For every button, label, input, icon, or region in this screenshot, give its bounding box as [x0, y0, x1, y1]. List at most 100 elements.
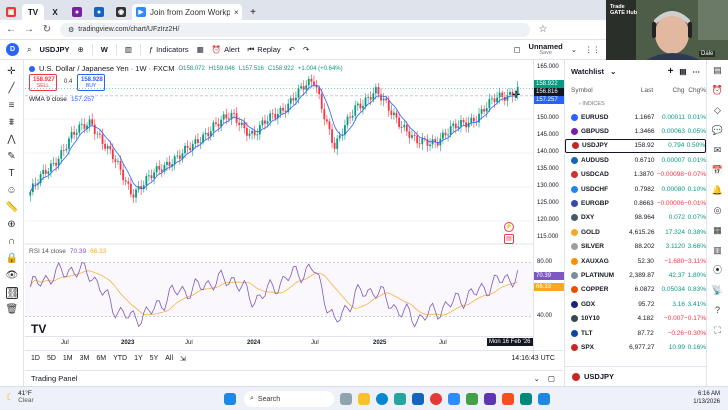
explorer-icon[interactable]	[358, 393, 370, 405]
watchlist-row[interactable]: XAUXAG 52.30 −1.680 −3.11%	[565, 254, 706, 268]
grid-icon[interactable]: ▦	[713, 225, 722, 235]
pulse-icon[interactable]: ⦿	[712, 265, 722, 275]
close-icon[interactable]: ×	[234, 7, 239, 17]
range-3m[interactable]: 3M	[79, 355, 90, 362]
grid-icon[interactable]: ⋮⋮	[585, 45, 600, 54]
screener-icon[interactable]: ▥	[713, 245, 722, 255]
range-6m[interactable]: 6M	[96, 355, 107, 362]
sell-button[interactable]: 158.927 SELL	[29, 74, 57, 91]
trendline-icon[interactable]: ╱	[8, 83, 15, 94]
watchlist-row[interactable]: DXY 98.964 0.072 0.07%	[565, 211, 706, 225]
chevron-down-icon[interactable]: ⌄	[610, 66, 617, 76]
app-icon[interactable]	[538, 393, 550, 405]
store-icon[interactable]	[394, 393, 406, 405]
watchlist-row[interactable]: GDX 95.72 3.16 3.41%	[565, 297, 706, 311]
expand-icon[interactable]: ⛶	[714, 325, 721, 335]
price-axis[interactable]: 165.000160.000155.000150.000145.000140.0…	[533, 60, 564, 360]
watchlist-row[interactable]: USDCHF 0.7982 0.00080 0.10%	[565, 182, 706, 196]
watchlist-row[interactable]: 10Y10 4.182 −0.007 −0.17%	[565, 311, 706, 325]
emoji-icon[interactable]: ☺	[6, 185, 17, 196]
new-tab-button[interactable]: +	[250, 6, 256, 18]
forward-icon[interactable]: →	[24, 24, 34, 35]
range-ytd[interactable]: YTD	[113, 355, 128, 362]
range-1d[interactable]: 1D	[31, 355, 40, 362]
tab-4[interactable]: ●	[66, 4, 88, 20]
ideas-icon[interactable]: ✉	[713, 145, 722, 155]
maximize-icon[interactable]: ▢	[547, 374, 555, 383]
watchlist-title[interactable]: Watchlist	[571, 66, 605, 76]
candles-icon[interactable]: ▥	[124, 45, 132, 54]
watchlist-row[interactable]: SPX 6,977.27 10.99 0.16%	[565, 340, 706, 354]
tab-zoom[interactable]: ▶ Join from Zoom Workplace app ×	[132, 4, 242, 20]
search-icon[interactable]: ⌕	[27, 44, 32, 54]
app-icon[interactable]	[484, 393, 496, 405]
alerts-icon[interactable]: ⏰	[711, 85, 724, 95]
range-5y[interactable]: 5Y	[149, 355, 159, 362]
app-icon[interactable]	[520, 393, 532, 405]
range-1m[interactable]: 1M	[62, 355, 73, 362]
chrome-icon[interactable]	[430, 393, 442, 405]
watchlist-row[interactable]: USDCAD 1.3870 −0.00098 −0.07%	[565, 168, 706, 182]
layers-icon[interactable]: ◇	[714, 105, 721, 115]
chevron-down-icon[interactable]: ⌄	[570, 45, 577, 54]
date-range-icon[interactable]: ⇲	[180, 355, 186, 363]
buy-button[interactable]: 158.928 BUY	[77, 74, 105, 91]
app-icon[interactable]	[502, 393, 514, 405]
col-chg-pct[interactable]: Chg%	[688, 86, 706, 94]
target-icon[interactable]: ◎	[713, 205, 722, 215]
fib-icon[interactable]: ⩩	[8, 117, 15, 128]
reload-icon[interactable]: ↻	[42, 24, 52, 35]
watchlist-row[interactable]: USDJPY 158.92 0.794 0.50%	[565, 138, 706, 154]
chevron-down-icon[interactable]: ⌄	[533, 374, 540, 383]
layout-icon[interactable]: ▢	[513, 45, 521, 54]
col-symbol[interactable]: Symbol	[571, 86, 593, 94]
trading-panel-button[interactable]: Trading Panel	[31, 374, 78, 383]
brush-icon[interactable]: ✎	[7, 151, 16, 162]
lock-icon[interactable]: 🔒	[5, 253, 18, 264]
edge-icon[interactable]	[376, 393, 388, 405]
templates-icon[interactable]: ▦	[196, 45, 204, 54]
bookmark-icon[interactable]: ☆	[538, 24, 548, 35]
tab-1[interactable]: ▣	[0, 4, 22, 20]
zoom-in-icon[interactable]: ⊕	[7, 219, 16, 230]
mail-icon[interactable]	[412, 393, 424, 405]
watchlist-row[interactable]: GOLD 4,615.26 17.324 0.38%	[565, 225, 706, 239]
calendar-icon[interactable]: 📅	[711, 165, 724, 175]
bell-icon[interactable]: 🔔	[711, 185, 724, 195]
magnet-icon[interactable]: ∩	[7, 236, 16, 247]
zoom-app-icon[interactable]	[448, 393, 460, 405]
text-icon[interactable]: T	[8, 168, 15, 179]
replay-button[interactable]: ⏮ Replay	[248, 45, 281, 55]
col-chg[interactable]: Chg	[672, 86, 685, 94]
add-symbol-icon[interactable]: ⊕	[77, 45, 84, 54]
watchlist-row[interactable]: PLATINUM 2,389.87 42.37 1.80%	[565, 268, 706, 282]
events-icon[interactable]: ⚡	[504, 222, 514, 232]
watchlist-row[interactable]: TLT 87.72 −0.26 −0.30%	[565, 326, 706, 340]
crosshair-icon[interactable]: ✛	[7, 66, 16, 77]
horizontal-lines-icon[interactable]: ≡	[8, 100, 15, 111]
add-symbol-icon[interactable]: +	[667, 65, 674, 77]
details-icon[interactable]: ▤	[679, 66, 687, 76]
system-clock[interactable]: 6:16 AM 1/13/2026	[693, 390, 720, 406]
interval-button[interactable]: W	[100, 45, 108, 54]
taskview-icon[interactable]	[340, 393, 352, 405]
start-icon[interactable]	[224, 393, 236, 405]
watchlist-row[interactable]: AUDUSD 0.6710 0.00007 0.01%	[565, 153, 706, 167]
watchlist-row[interactable]: COPPER 6.0872 0.05034 0.83%	[565, 283, 706, 297]
help-icon[interactable]: ?	[714, 305, 720, 315]
tab-tradingview[interactable]: TV	[22, 4, 44, 20]
avatar[interactable]: D	[6, 43, 19, 56]
tab-5[interactable]: ●	[88, 4, 110, 20]
url-field[interactable]: ⚙ tradingview.com/chart/UFzIrz2H/	[60, 22, 530, 37]
watchlist-icon[interactable]: ▤	[713, 65, 722, 75]
layout-name-button[interactable]: Unnamed Save	[529, 42, 563, 57]
symbol-search[interactable]: USDJPY	[39, 45, 70, 54]
more-icon[interactable]: ⋯	[692, 66, 701, 76]
watchlist-row[interactable]: SILVER 88.202 3.1120 3.66%	[565, 240, 706, 254]
pattern-icon[interactable]: ⋀	[7, 134, 16, 145]
section-header[interactable]: › INDICES	[565, 98, 706, 110]
time-axis[interactable]: Jul 2023 Jul 2024 Jul 2025 Jul Mon 16 Fe…	[25, 336, 533, 350]
weather-widget[interactable]: ☾ 41°F Clear	[6, 390, 34, 404]
redo-icon[interactable]: ↷	[302, 45, 310, 54]
alert-button[interactable]: ⏰ Alert	[212, 45, 240, 54]
